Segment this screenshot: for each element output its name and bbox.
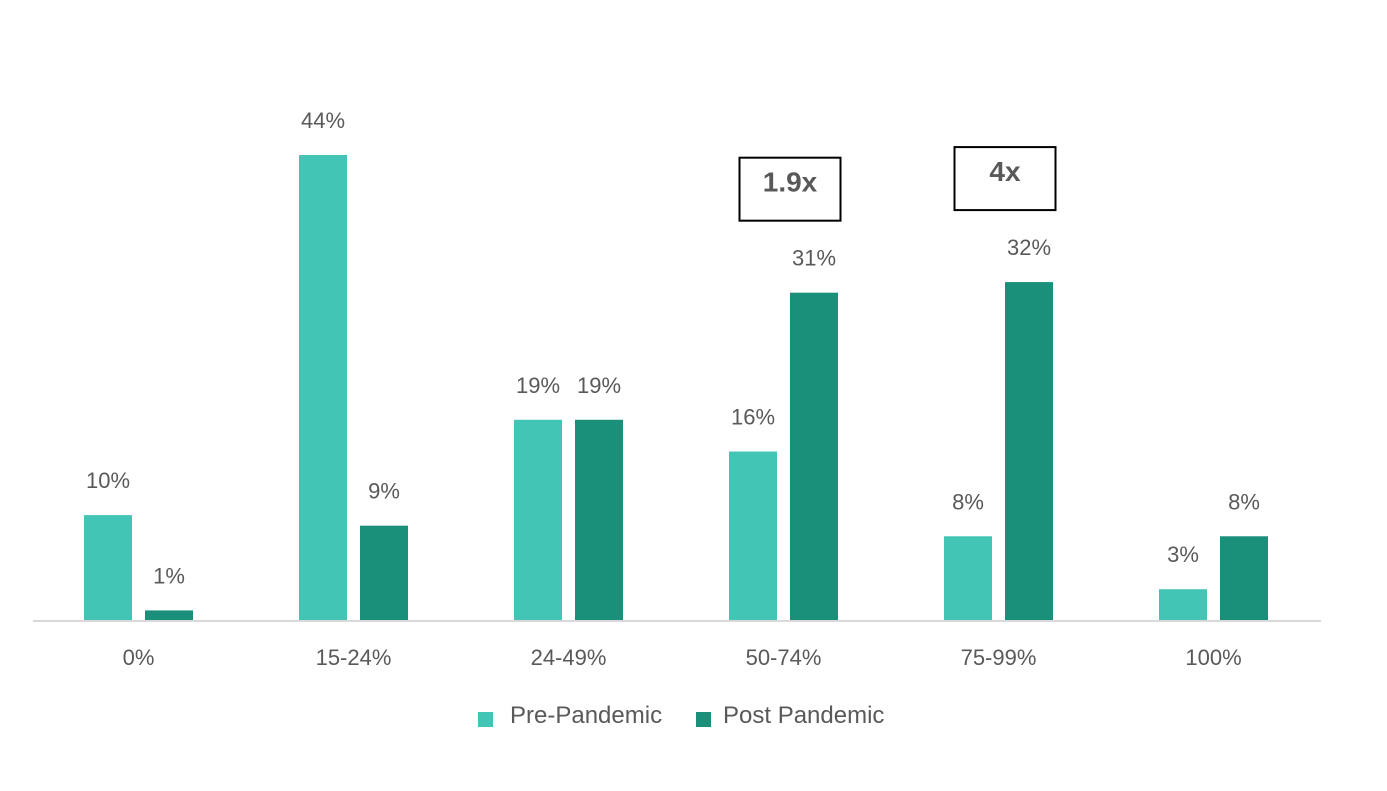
data-label-post-pandemic-15-24: 9% [368, 479, 400, 504]
bar-pre-pandemic-75-99 [944, 536, 992, 621]
bar-pre-pandemic-24-49 [514, 419, 562, 621]
legend-swatch-pre-pandemic [478, 712, 493, 727]
data-label-pre-pandemic-0: 10% [86, 468, 130, 493]
x-tick-label-100: 100% [1185, 645, 1241, 670]
data-label-pre-pandemic-24-49: 19% [516, 373, 560, 398]
bar-pre-pandemic-0 [84, 515, 132, 621]
x-tick-label-0: 0% [123, 645, 155, 670]
legend-swatch-post-pandemic [696, 712, 711, 727]
bar-post-pandemic-24-49 [575, 419, 623, 621]
data-label-post-pandemic-100: 8% [1228, 489, 1260, 514]
data-label-post-pandemic-50-74: 31% [792, 246, 836, 271]
x-tick-label-15-24: 15-24% [316, 645, 392, 670]
x-tick-label-24-49: 24-49% [531, 645, 607, 670]
bar-post-pandemic-100 [1220, 536, 1268, 621]
data-label-pre-pandemic-75-99: 8% [952, 489, 984, 514]
x-axis-ticks: 0% 15-24% 24-49% 50-74% 75-99% 100% [123, 645, 1242, 670]
callout-box-50-74 [738, 156, 842, 222]
data-label-pre-pandemic-15-24: 44% [301, 108, 345, 133]
data-label-pre-pandemic-50-74: 16% [731, 405, 775, 430]
bar-post-pandemic-50-74 [790, 292, 838, 621]
x-tick-label-50-74: 50-74% [746, 645, 822, 670]
bar-pre-pandemic-50-74 [729, 451, 777, 621]
legend-label-post-pandemic: Post Pandemic [723, 702, 884, 729]
bar-pre-pandemic-15-24 [299, 155, 347, 621]
bar-post-pandemic-15-24 [360, 525, 408, 621]
legend: Pre-Pandemic Post Pandemic [478, 702, 884, 729]
callout-box-75-99 [953, 146, 1057, 212]
data-label-post-pandemic-75-99: 32% [1007, 235, 1051, 260]
data-labels: 10% 1% 44% 9% 19% 19% 16% 31% 8% 32% 3% 8% [86, 108, 1260, 588]
bar-post-pandemic-75-99 [1005, 282, 1053, 621]
callout-text-75-99: 4x [989, 156, 1021, 187]
data-label-post-pandemic-0: 1% [153, 563, 185, 588]
data-label-pre-pandemic-100: 3% [1167, 542, 1199, 567]
legend-label-pre-pandemic: Pre-Pandemic [510, 702, 662, 729]
callout-text-50-74: 1.9x [763, 167, 818, 198]
bar-pre-pandemic-100 [1159, 589, 1207, 621]
bars [84, 155, 1268, 621]
bar-post-pandemic-0 [145, 610, 193, 621]
data-label-post-pandemic-24-49: 19% [577, 373, 621, 398]
x-tick-label-75-99: 75-99% [961, 645, 1037, 670]
annotations: 1.9x 4x [738, 146, 1057, 222]
